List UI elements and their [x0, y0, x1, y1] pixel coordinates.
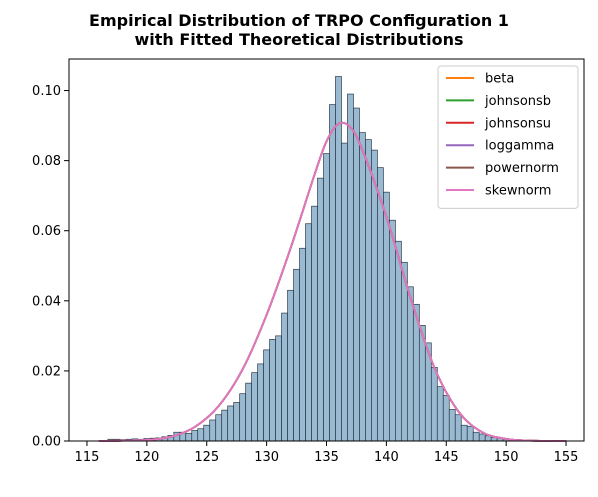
histogram-bar [221, 409, 229, 442]
legend-box [437, 65, 579, 209]
histogram-bar [395, 240, 402, 442]
histogram-bar [430, 367, 438, 442]
histogram-bar [472, 431, 480, 442]
histogram-bar [478, 433, 486, 442]
histogram-bar [293, 268, 300, 442]
x-tick-label: 155 [554, 450, 579, 465]
histogram-bar [275, 335, 282, 442]
x-tick-label: 150 [494, 450, 519, 465]
chart-title-line-2: with Fitted Theoretical Distributions [134, 30, 464, 49]
x-tick-label: 125 [194, 450, 219, 465]
legend: beta johnsonsb johnsonsu loggamma powernorm s… [437, 65, 579, 209]
histogram-bar [442, 395, 450, 442]
legend-label-johnsonsb: johnsonsb [484, 94, 551, 109]
histogram-bar [329, 104, 336, 442]
legend-label-beta: beta [485, 72, 514, 87]
histogram-bar [371, 149, 378, 442]
histogram-bar [466, 425, 474, 442]
histogram-bar [341, 142, 348, 442]
y-tick-label: 0.02 [32, 364, 61, 379]
histogram-bar [185, 432, 193, 442]
x-tick-label: 145 [434, 450, 459, 465]
fit-line-skewnorm [98, 121, 567, 442]
histogram-bar [311, 205, 318, 442]
y-tick-label: 0.00 [32, 435, 61, 450]
y-tick-label: 0.04 [32, 294, 61, 309]
histogram-bar [203, 424, 211, 442]
histogram-bars [107, 76, 558, 442]
histogram-bar [454, 414, 462, 442]
histogram-bar [245, 382, 253, 442]
histogram-bar [359, 132, 366, 442]
legend-label-loggamma: loggamma [485, 139, 554, 154]
histogram-bar [448, 409, 456, 442]
histogram-bar [460, 424, 468, 442]
y-tick-label: 0.08 [32, 154, 61, 169]
y-tick-label: 0.10 [32, 84, 61, 99]
histogram-bar [281, 312, 288, 442]
histogram-bar [335, 76, 342, 442]
x-tick-label: 130 [254, 450, 279, 465]
x-tick-label: 120 [134, 450, 159, 465]
histogram-bar [209, 419, 217, 442]
histogram-bar [436, 386, 444, 442]
histogram-bar [251, 372, 258, 442]
histogram-bar [406, 286, 414, 442]
x-tick-label: 140 [374, 450, 399, 465]
legend-label-powernorm: powernorm [485, 161, 559, 176]
histogram-bar [257, 363, 264, 442]
histogram-bar [287, 289, 294, 442]
histogram-bar [227, 405, 235, 442]
histogram-bar [383, 191, 390, 442]
y-axis-ticks: 0.00 0.02 0.04 0.06 0.08 0.10 [32, 84, 69, 450]
histogram-bar [353, 107, 360, 442]
histogram-bar [299, 247, 306, 442]
histogram-bar [269, 339, 276, 442]
chart-title-line-1: Empirical Distribution of TRPO Configura… [89, 11, 509, 30]
x-axis-ticks: 115 120 125 130 135 140 145 150 155 [75, 441, 579, 465]
legend-label-johnsonsu: johnsonsu [484, 116, 551, 131]
histogram-bar [191, 430, 199, 442]
histogram-bar [389, 219, 396, 442]
y-tick-label: 0.06 [32, 224, 61, 239]
histogram-bar [305, 223, 312, 442]
histogram-bar [323, 153, 330, 442]
histogram-bar [239, 393, 247, 442]
x-tick-label: 115 [75, 450, 100, 465]
histogram-bar [197, 428, 205, 442]
histogram-bar [365, 139, 372, 442]
histogram-bar [377, 167, 384, 442]
histogram-bar [347, 93, 354, 442]
fitted-curves [98, 121, 567, 442]
histogram-bar [233, 402, 241, 442]
x-tick-label: 135 [314, 450, 339, 465]
histogram-bar [215, 414, 223, 442]
histogram-bar [317, 177, 324, 442]
histogram-bar [263, 349, 270, 442]
histogram-bar [401, 261, 408, 442]
legend-label-skewnorm: skewnorm [485, 184, 551, 199]
